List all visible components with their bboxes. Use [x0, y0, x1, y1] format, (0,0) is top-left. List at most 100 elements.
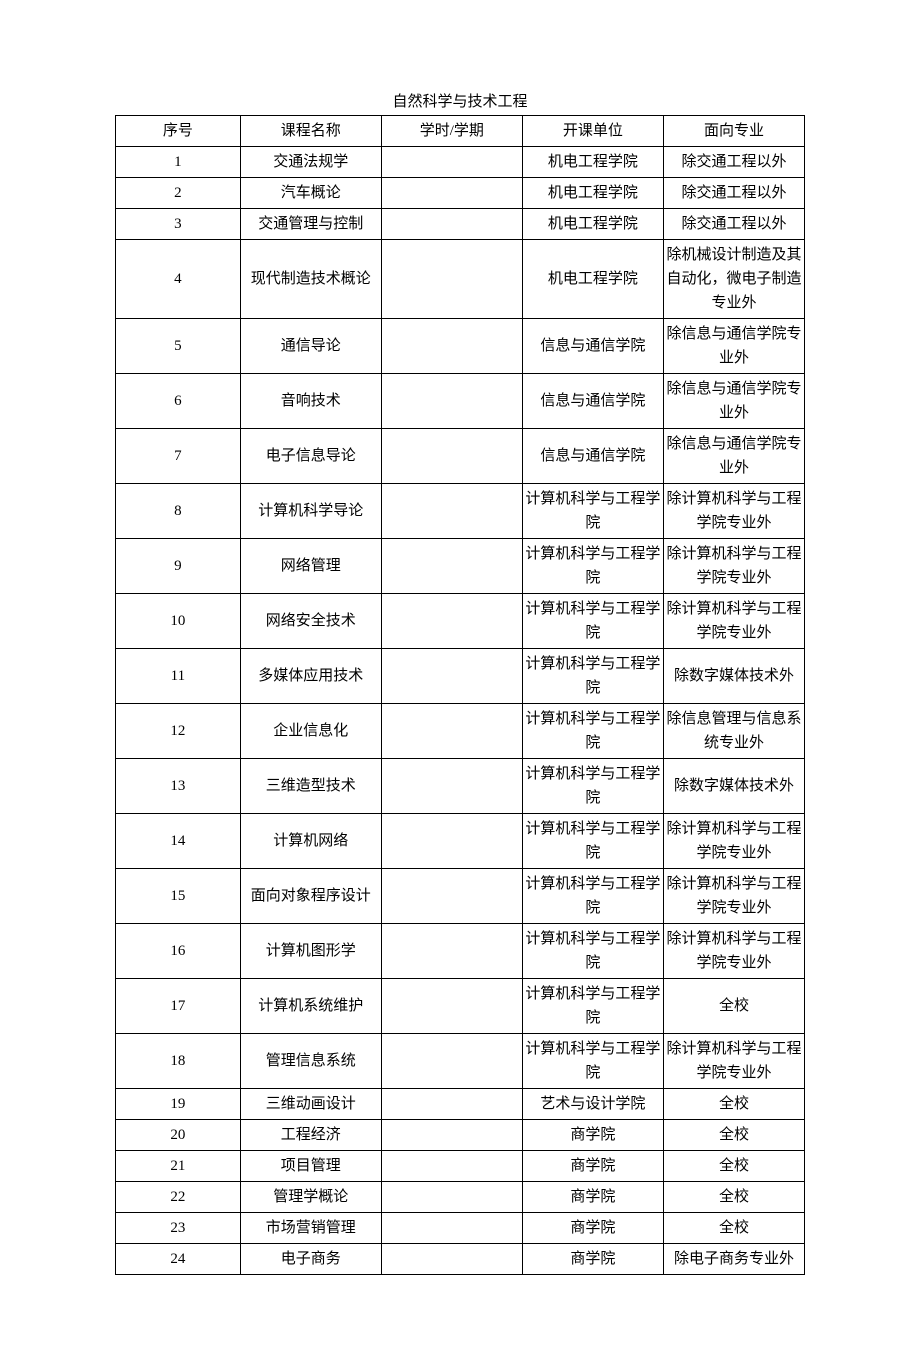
table-row: 24电子商务商学院除电子商务专业外 — [116, 1244, 805, 1275]
table-cell: 全校 — [663, 1151, 804, 1182]
table-cell — [381, 979, 522, 1034]
table-cell: 计算机图形学 — [240, 924, 381, 979]
table-cell — [381, 1151, 522, 1182]
table-cell — [381, 924, 522, 979]
table-cell: 商学院 — [522, 1182, 663, 1213]
table-cell: 商学院 — [522, 1244, 663, 1275]
table-cell: 除信息与通信学院专业外 — [663, 429, 804, 484]
table-cell: 除计算机科学与工程学院专业外 — [663, 924, 804, 979]
table-cell: 除信息管理与信息系统专业外 — [663, 704, 804, 759]
table-cell: 商学院 — [522, 1213, 663, 1244]
page-title: 自然科学与技术工程 — [115, 90, 805, 111]
table-cell — [381, 1034, 522, 1089]
table-cell: 21 — [116, 1151, 241, 1182]
table-cell: 计算机科学与工程学院 — [522, 924, 663, 979]
table-cell: 除计算机科学与工程学院专业外 — [663, 1034, 804, 1089]
table-cell — [381, 594, 522, 649]
table-row: 1交通法规学机电工程学院除交通工程以外 — [116, 147, 805, 178]
table-cell: 12 — [116, 704, 241, 759]
table-cell: 管理学概论 — [240, 1182, 381, 1213]
table-row: 6音响技术信息与通信学院除信息与通信学院专业外 — [116, 374, 805, 429]
table-row: 8计算机科学导论计算机科学与工程学院除计算机科学与工程学院专业外 — [116, 484, 805, 539]
table-cell: 除数字媒体技术外 — [663, 649, 804, 704]
table-cell — [381, 374, 522, 429]
table-cell: 9 — [116, 539, 241, 594]
table-cell: 汽车概论 — [240, 178, 381, 209]
table-cell: 计算机科学与工程学院 — [522, 649, 663, 704]
table-cell: 机电工程学院 — [522, 147, 663, 178]
table-cell: 3 — [116, 209, 241, 240]
table-cell: 全校 — [663, 1120, 804, 1151]
table-cell: 除计算机科学与工程学院专业外 — [663, 594, 804, 649]
table-row: 22管理学概论 商学院全校 — [116, 1182, 805, 1213]
table-cell: 23 — [116, 1213, 241, 1244]
table-cell — [381, 539, 522, 594]
table-cell: 除交通工程以外 — [663, 178, 804, 209]
course-table: 序号 课程名称 学时/学期 开课单位 面向专业 1交通法规学机电工程学院除交通工… — [115, 115, 805, 1275]
table-row: 4现代制造技术概论机电工程学院除机械设计制造及其自动化，微电子制造专业外 — [116, 240, 805, 319]
table-cell: 除电子商务专业外 — [663, 1244, 804, 1275]
table-cell — [381, 178, 522, 209]
table-cell: 音响技术 — [240, 374, 381, 429]
table-cell: 计算机网络 — [240, 814, 381, 869]
table-cell: 全校 — [663, 1182, 804, 1213]
table-cell — [381, 484, 522, 539]
table-cell — [381, 147, 522, 178]
table-cell: 除计算机科学与工程学院专业外 — [663, 484, 804, 539]
table-cell: 企业信息化 — [240, 704, 381, 759]
table-cell — [381, 240, 522, 319]
table-body: 1交通法规学机电工程学院除交通工程以外2汽车概论机电工程学院除交通工程以外3交通… — [116, 147, 805, 1275]
table-cell: 项目管理 — [240, 1151, 381, 1182]
table-row: 20工程经济 商学院全校 — [116, 1120, 805, 1151]
table-cell: 市场营销管理 — [240, 1213, 381, 1244]
table-row: 21项目管理商学院全校 — [116, 1151, 805, 1182]
table-row: 10网络安全技术 计算机科学与工程学院除计算机科学与工程学院专业外 — [116, 594, 805, 649]
table-cell — [381, 429, 522, 484]
table-cell: 三维造型技术 — [240, 759, 381, 814]
table-cell: 2 — [116, 178, 241, 209]
table-cell: 18 — [116, 1034, 241, 1089]
table-cell — [381, 209, 522, 240]
table-cell — [381, 1089, 522, 1120]
table-cell: 除计算机科学与工程学院专业外 — [663, 814, 804, 869]
table-cell: 除数字媒体技术外 — [663, 759, 804, 814]
table-cell: 除信息与通信学院专业外 — [663, 319, 804, 374]
table-cell: 信息与通信学院 — [522, 374, 663, 429]
table-row: 2汽车概论 机电工程学院除交通工程以外 — [116, 178, 805, 209]
table-cell: 机电工程学院 — [522, 178, 663, 209]
table-cell — [381, 814, 522, 869]
table-cell: 19 — [116, 1089, 241, 1120]
table-cell — [381, 1182, 522, 1213]
table-cell — [381, 1244, 522, 1275]
table-cell: 除交通工程以外 — [663, 147, 804, 178]
table-cell: 计算机科学与工程学院 — [522, 869, 663, 924]
table-row: 11多媒体应用技术计算机科学与工程学院除数字媒体技术外 — [116, 649, 805, 704]
table-cell: 电子信息导论 — [240, 429, 381, 484]
table-cell: 10 — [116, 594, 241, 649]
table-cell: 计算机科学与工程学院 — [522, 594, 663, 649]
table-cell: 网络管理 — [240, 539, 381, 594]
table-cell: 22 — [116, 1182, 241, 1213]
table-cell: 交通管理与控制 — [240, 209, 381, 240]
table-cell: 计算机科学与工程学院 — [522, 704, 663, 759]
table-cell: 商学院 — [522, 1120, 663, 1151]
column-header-dept: 开课单位 — [522, 116, 663, 147]
table-cell: 计算机科学导论 — [240, 484, 381, 539]
table-cell: 工程经济 — [240, 1120, 381, 1151]
table-cell — [381, 649, 522, 704]
table-cell: 机电工程学院 — [522, 240, 663, 319]
table-cell: 计算机科学与工程学院 — [522, 814, 663, 869]
table-cell: 5 — [116, 319, 241, 374]
table-cell — [381, 869, 522, 924]
table-cell: 网络安全技术 — [240, 594, 381, 649]
table-row: 19三维动画设计艺术与设计学院全校 — [116, 1089, 805, 1120]
table-cell: 20 — [116, 1120, 241, 1151]
table-row: 12企业信息化 计算机科学与工程学院除信息管理与信息系统专业外 — [116, 704, 805, 759]
table-cell — [381, 759, 522, 814]
table-cell — [381, 704, 522, 759]
table-cell: 17 — [116, 979, 241, 1034]
table-cell — [381, 1120, 522, 1151]
table-header-row: 序号 课程名称 学时/学期 开课单位 面向专业 — [116, 116, 805, 147]
column-header-seq: 序号 — [116, 116, 241, 147]
table-cell: 16 — [116, 924, 241, 979]
